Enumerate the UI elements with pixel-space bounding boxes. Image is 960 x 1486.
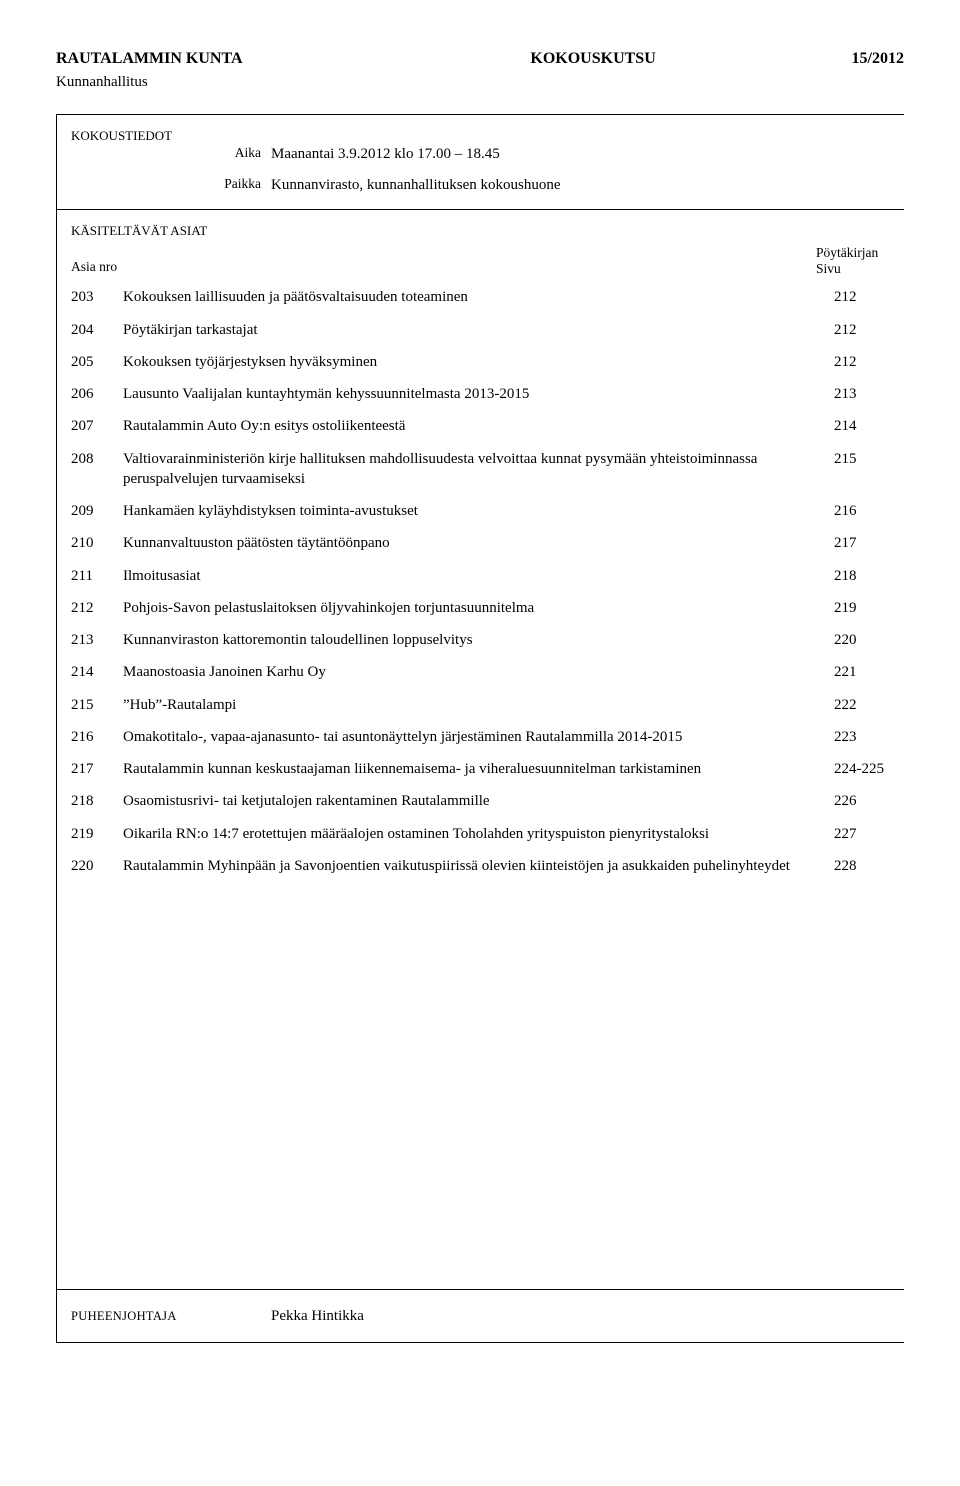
agenda-row: 213Kunnanviraston kattoremontin taloudel… bbox=[71, 627, 904, 653]
agenda-item-text: Kokouksen työjärjestyksen hyväksyminen bbox=[123, 349, 834, 375]
document-header: RAUTALAMMIN KUNTA KOKOUSKUTSU 15/2012 bbox=[56, 48, 904, 70]
agenda-row: 220Rautalammin Myhinpään ja Savonjoentie… bbox=[71, 853, 904, 879]
agenda-row: 210Kunnanvaltuuston päätösten täytäntöön… bbox=[71, 530, 904, 556]
agenda-item-number: 213 bbox=[71, 627, 123, 653]
agenda-item-page: 221 bbox=[834, 659, 904, 685]
agenda-item-number: 217 bbox=[71, 756, 123, 782]
label-asia-nro: Asia nro bbox=[71, 258, 135, 276]
agenda-row: 215”Hub”-Rautalampi222 bbox=[71, 692, 904, 718]
agenda-item-page: 228 bbox=[834, 853, 904, 879]
doc-type: KOKOUSKUTSU bbox=[452, 48, 735, 70]
agenda-item-text: Rautalammin Myhinpään ja Savonjoentien v… bbox=[123, 853, 834, 879]
agenda-row: 217Rautalammin kunnan keskustaajaman lii… bbox=[71, 756, 904, 782]
agenda-item-page: 213 bbox=[834, 381, 904, 407]
agenda-column-headers: Asia nro Pöytäkirjan Sivu bbox=[71, 245, 904, 276]
agenda-item-page: 212 bbox=[834, 349, 904, 375]
agenda-item-number: 220 bbox=[71, 853, 123, 879]
agenda-row: 218Osaomistusrivi- tai ketjutalojen rake… bbox=[71, 788, 904, 814]
label-kokoustiedot: KOKOUSTIEDOT bbox=[71, 127, 904, 145]
agenda-item-page: 212 bbox=[834, 284, 904, 310]
agenda-row: 211Ilmoitusasiat218 bbox=[71, 563, 904, 589]
agenda-row: 216Omakotitalo-, vapaa-ajanasunto- tai a… bbox=[71, 724, 904, 750]
agenda-row: 209Hankamäen kyläyhdistyksen toiminta-av… bbox=[71, 498, 904, 524]
agenda-item-page: 215 bbox=[834, 446, 904, 493]
label-paikka: Paikka bbox=[71, 175, 271, 195]
label-poytakirjan: Pöytäkirjan bbox=[816, 245, 878, 260]
agenda-item-page: 223 bbox=[834, 724, 904, 750]
agenda-row: 205Kokouksen työjärjestyksen hyväksymine… bbox=[71, 349, 904, 375]
agenda-row: 214Maanostoasia Janoinen Karhu Oy221 bbox=[71, 659, 904, 685]
agenda-item-number: 211 bbox=[71, 563, 123, 589]
agenda-item-text: Valtiovarainministeriön kirje hallitukse… bbox=[123, 446, 834, 493]
agenda-item-number: 209 bbox=[71, 498, 123, 524]
agenda-item-number: 212 bbox=[71, 595, 123, 621]
agenda-item-text: Pöytäkirjan tarkastajat bbox=[123, 317, 834, 343]
meeting-info-box: KOKOUSTIEDOT Aika Maanantai 3.9.2012 klo… bbox=[56, 114, 904, 209]
agenda-item-text: Kunnanviraston kattoremontin taloudellin… bbox=[123, 627, 834, 653]
agenda-item-text: ”Hub”-Rautalampi bbox=[123, 692, 834, 718]
agenda-item-number: 215 bbox=[71, 692, 123, 718]
agenda-item-text: Rautalammin kunnan keskustaajaman liiken… bbox=[123, 756, 834, 782]
agenda-item-number: 210 bbox=[71, 530, 123, 556]
body-name: Kunnanhallitus bbox=[56, 72, 904, 92]
label-page-column: Pöytäkirjan Sivu bbox=[816, 245, 904, 276]
agenda-item-page: 226 bbox=[834, 788, 904, 814]
agenda-item-text: Maanostoasia Janoinen Karhu Oy bbox=[123, 659, 834, 685]
agenda-table: 203Kokouksen laillisuuden ja päätösvalta… bbox=[71, 284, 904, 885]
agenda-row: 203Kokouksen laillisuuden ja päätösvalta… bbox=[71, 284, 904, 310]
agenda-row: 212Pohjois-Savon pelastuslaitoksen öljyv… bbox=[71, 595, 904, 621]
agenda-item-text: Oikarila RN:o 14:7 erotettujen määräaloj… bbox=[123, 821, 834, 847]
agenda-item-number: 207 bbox=[71, 413, 123, 439]
chair-name: Pekka Hintikka bbox=[271, 1306, 904, 1326]
agenda-item-text: Lausunto Vaalijalan kuntayhtymän kehyssu… bbox=[123, 381, 834, 407]
agenda-row: 219Oikarila RN:o 14:7 erotettujen määräa… bbox=[71, 821, 904, 847]
agenda-item-number: 214 bbox=[71, 659, 123, 685]
agenda-item-number: 219 bbox=[71, 821, 123, 847]
agenda-item-number: 206 bbox=[71, 381, 123, 407]
label-chair: PUHEENJOHTAJA bbox=[71, 1308, 271, 1325]
agenda-row: 208Valtiovarainministeriön kirje hallitu… bbox=[71, 446, 904, 493]
agenda-row: 204Pöytäkirjan tarkastajat212 bbox=[71, 317, 904, 343]
agenda-item-number: 205 bbox=[71, 349, 123, 375]
agenda-item-number: 216 bbox=[71, 724, 123, 750]
agenda-item-number: 204 bbox=[71, 317, 123, 343]
meeting-time: Maanantai 3.9.2012 klo 17.00 – 18.45 bbox=[271, 144, 904, 164]
agenda-item-text: Osaomistusrivi- tai ketjutalojen rakenta… bbox=[123, 788, 834, 814]
agenda-item-page: 214 bbox=[834, 413, 904, 439]
agenda-item-page: 220 bbox=[834, 627, 904, 653]
agenda-item-text: Rautalammin Auto Oy:n esitys ostoliikent… bbox=[123, 413, 834, 439]
label-sivu: Sivu bbox=[816, 261, 841, 276]
agenda-box: KÄSITELTÄVÄT ASIAT Asia nro Pöytäkirjan … bbox=[56, 209, 904, 1289]
agenda-item-text: Ilmoitusasiat bbox=[123, 563, 834, 589]
label-aika: Aika bbox=[71, 144, 271, 164]
agenda-item-page: 219 bbox=[834, 595, 904, 621]
agenda-item-number: 208 bbox=[71, 446, 123, 493]
agenda-row: 207Rautalammin Auto Oy:n esitys ostoliik… bbox=[71, 413, 904, 439]
agenda-item-page: 227 bbox=[834, 821, 904, 847]
agenda-item-number: 218 bbox=[71, 788, 123, 814]
agenda-item-text: Kokouksen laillisuuden ja päätösvaltaisu… bbox=[123, 284, 834, 310]
agenda-item-text: Kunnanvaltuuston päätösten täytäntöönpan… bbox=[123, 530, 834, 556]
agenda-item-page: 217 bbox=[834, 530, 904, 556]
label-agenda: KÄSITELTÄVÄT ASIAT bbox=[71, 222, 904, 240]
meeting-place: Kunnanvirasto, kunnanhallituksen kokoush… bbox=[271, 175, 904, 195]
agenda-item-page: 218 bbox=[834, 563, 904, 589]
agenda-item-page: 224-225 bbox=[834, 756, 904, 782]
agenda-item-text: Pohjois-Savon pelastuslaitoksen öljyvahi… bbox=[123, 595, 834, 621]
agenda-item-page: 212 bbox=[834, 317, 904, 343]
agenda-item-text: Hankamäen kyläyhdistyksen toiminta-avust… bbox=[123, 498, 834, 524]
agenda-row: 206Lausunto Vaalijalan kuntayhtymän kehy… bbox=[71, 381, 904, 407]
org-name: RAUTALAMMIN KUNTA bbox=[56, 48, 452, 70]
meeting-number: 15/2012 bbox=[734, 48, 904, 70]
footer-box: PUHEENJOHTAJA Pekka Hintikka bbox=[56, 1289, 904, 1343]
agenda-item-text: Omakotitalo-, vapaa-ajanasunto- tai asun… bbox=[123, 724, 834, 750]
agenda-item-page: 216 bbox=[834, 498, 904, 524]
agenda-item-page: 222 bbox=[834, 692, 904, 718]
agenda-item-number: 203 bbox=[71, 284, 123, 310]
